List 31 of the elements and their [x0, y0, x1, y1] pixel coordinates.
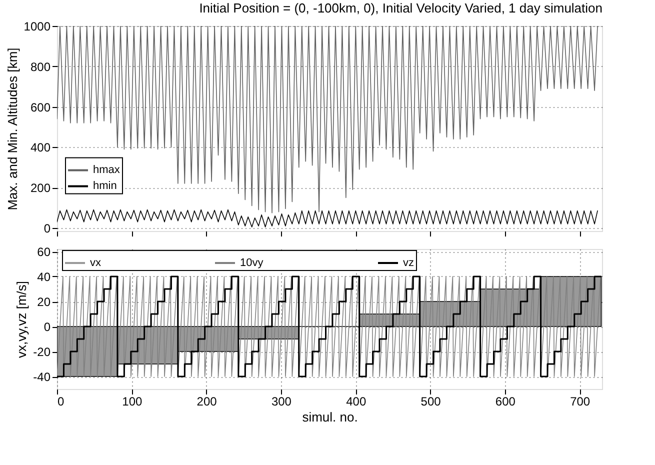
y-tick-label: 600	[30, 100, 51, 114]
line-series	[57, 26, 598, 214]
y-tick-label: 800	[30, 60, 51, 74]
y-tick-label: 40	[37, 270, 51, 284]
x-tick-label: 700	[570, 394, 590, 408]
chart-title: Initial Position = (0, -100km, 0), Initial Velocity Varied, 1 day simulation	[199, 0, 602, 16]
y-tick-label: 400	[30, 140, 51, 155]
y-tick-label: 60	[37, 245, 51, 259]
x-tick-label: 200	[196, 394, 218, 408]
y-tick-label: 1000	[24, 20, 51, 34]
legend-label: vz	[403, 257, 414, 269]
y-tick-label: 0	[44, 320, 51, 334]
x-tick-label: 100	[122, 394, 142, 408]
legend-label: 10vy	[240, 257, 264, 269]
y-axis-title: Max. and Min. Altitudes [km]	[4, 48, 20, 210]
x-tick-label: 400	[346, 394, 366, 408]
y-tick-label: 20	[37, 295, 51, 309]
y-axis-title: vx,vy,vz [m/s]	[14, 280, 30, 358]
legend-label: hmax	[93, 164, 120, 176]
legend-label: hmin	[93, 180, 117, 192]
y-tick-label: -20	[33, 345, 51, 359]
x-tick-label: 0	[58, 394, 64, 408]
y-tick-label: 200	[30, 181, 51, 196]
x-tick-label: 600	[495, 394, 516, 408]
line-series	[57, 209, 598, 228]
x-tick-label: 500	[420, 394, 442, 408]
x-tick-label: 300	[271, 394, 292, 408]
x-axis-title: simul. no.	[302, 410, 358, 424]
y-tick-label: 0	[44, 221, 51, 236]
legend-label: vx	[90, 257, 102, 269]
y-tick-label: -40	[33, 370, 51, 384]
